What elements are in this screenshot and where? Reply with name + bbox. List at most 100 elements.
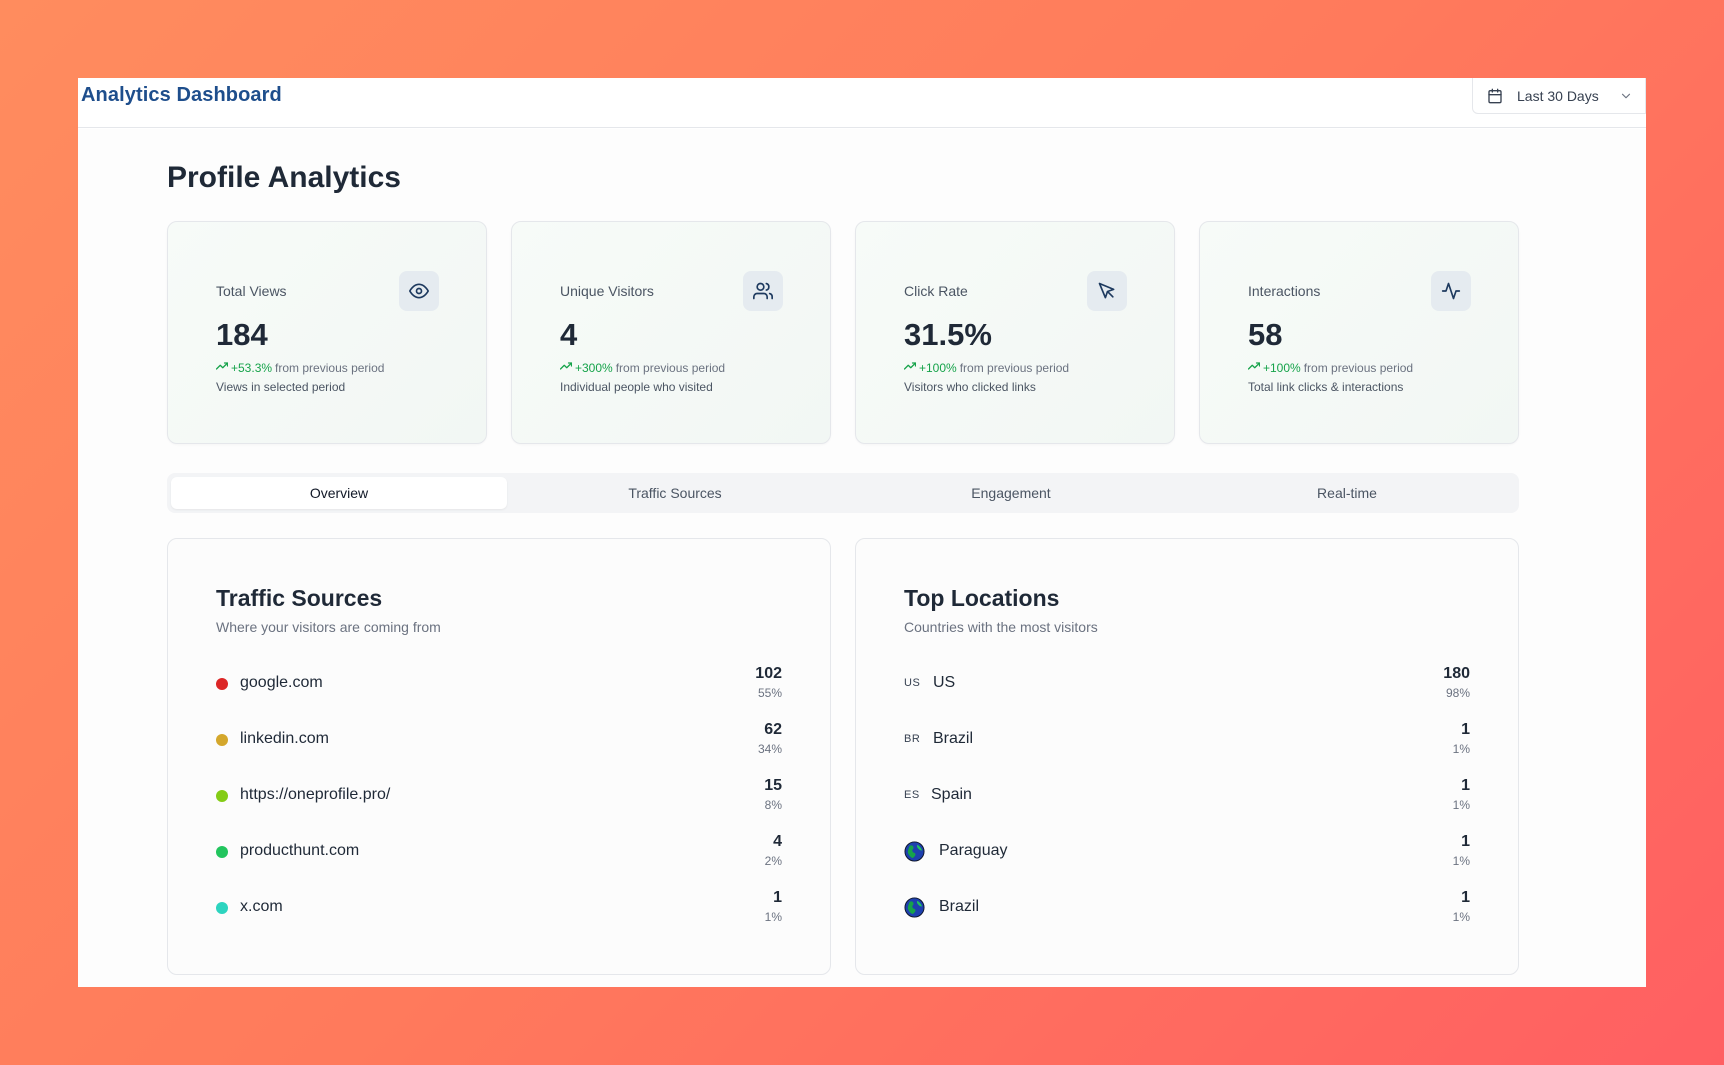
date-range-select[interactable]: Last 30 Days — [1472, 78, 1646, 114]
traffic-sources-panel: Traffic Sources Where your visitors are … — [167, 538, 831, 975]
source-color-dot — [216, 902, 228, 914]
trending-up-icon — [215, 360, 229, 375]
brand-title[interactable]: Analytics Dashboard — [81, 84, 282, 106]
location-row[interactable]: US US 180 98% — [904, 662, 1470, 718]
location-row[interactable]: Paraguay 1 1% — [904, 830, 1470, 886]
app-window: Analytics Dashboard Last 30 Days Profile… — [78, 78, 1646, 987]
traffic-row[interactable]: producthunt.com 4 2% — [216, 830, 782, 886]
location-count: 1 — [1461, 889, 1470, 906]
trending-up-icon — [559, 360, 573, 375]
country-name: Paraguay — [939, 842, 1008, 859]
stat-value: 31.5% — [904, 317, 992, 352]
trending-up-icon — [1247, 360, 1261, 375]
country-code: ES — [904, 789, 920, 801]
stat-change-percent: +300% — [575, 360, 613, 375]
location-count: 1 — [1461, 833, 1470, 850]
country-code: US — [904, 677, 921, 689]
source-count: 4 — [773, 833, 782, 850]
stat-change: +53.3% from previous period — [215, 360, 385, 375]
panel-title: Top Locations — [904, 585, 1060, 611]
location-percent: 98% — [1445, 686, 1470, 700]
stat-change-suffix: from previous period — [959, 360, 1070, 375]
source-percent: 8% — [764, 798, 782, 812]
country-name: US — [933, 674, 956, 691]
location-percent: 1% — [1452, 854, 1470, 868]
stat-card-unique-visitors: Unique Visitors 4 +300% from previous pe… — [511, 221, 831, 444]
stat-title: Interactions — [1248, 283, 1321, 299]
source-percent: 34% — [757, 742, 782, 756]
location-row[interactable]: ES Spain 1 1% — [904, 774, 1470, 830]
source-color-dot — [216, 734, 228, 746]
location-count: 1 — [1461, 777, 1470, 794]
location-row[interactable]: BR Brazil 1 1% — [904, 718, 1470, 774]
stats-row: Total Views 184 +53.3% from previous per… — [167, 221, 1519, 444]
globe-icon — [904, 841, 925, 862]
trending-up-icon — [903, 360, 917, 375]
location-percent: 1% — [1452, 798, 1470, 812]
source-name: google.com — [240, 674, 323, 691]
stat-value: 4 — [560, 317, 578, 352]
stat-description: Total link clicks & interactions — [1248, 380, 1404, 394]
locations-list: US US 180 98% BR Brazil 1 1% ES Spain 1 … — [904, 662, 1470, 942]
location-count: 180 — [1443, 665, 1470, 682]
traffic-row[interactable]: x.com 1 1% — [216, 886, 782, 942]
stat-description: Views in selected period — [216, 380, 346, 394]
tab-traffic-sources[interactable]: Traffic Sources — [628, 485, 722, 501]
stat-value: 58 — [1248, 317, 1283, 352]
source-name: linkedin.com — [240, 730, 329, 747]
page-title: Profile Analytics — [167, 161, 401, 194]
cursor-icon — [1087, 271, 1127, 311]
country-code: BR — [904, 733, 921, 745]
source-count: 1 — [773, 889, 782, 906]
source-color-dot — [216, 846, 228, 858]
traffic-row[interactable]: google.com 102 55% — [216, 662, 782, 718]
users-icon — [743, 271, 783, 311]
traffic-row[interactable]: linkedin.com 62 34% — [216, 718, 782, 774]
stat-change: +300% from previous period — [559, 360, 726, 375]
stat-change: +100% from previous period — [903, 360, 1070, 375]
source-count: 102 — [755, 665, 782, 682]
tab-overview[interactable]: Overview — [171, 477, 507, 509]
eye-icon — [399, 271, 439, 311]
stat-change-percent: +53.3% — [231, 360, 273, 375]
source-count: 62 — [764, 721, 782, 738]
panel-subtitle: Where your visitors are coming from — [216, 619, 441, 635]
location-percent: 1% — [1452, 742, 1470, 756]
source-percent: 2% — [764, 854, 782, 868]
source-name: producthunt.com — [240, 842, 360, 859]
stat-description: Visitors who clicked links — [904, 380, 1036, 394]
calendar-icon — [1487, 88, 1503, 104]
location-row[interactable]: Brazil 1 1% — [904, 886, 1470, 942]
source-percent: 1% — [764, 910, 782, 924]
stat-title: Total Views — [216, 283, 287, 299]
tab-engagement[interactable]: Engagement — [971, 485, 1051, 501]
location-percent: 1% — [1452, 910, 1470, 924]
panel-title: Traffic Sources — [216, 585, 383, 611]
source-percent: 55% — [757, 686, 782, 700]
top-locations-panel: Top Locations Countries with the most vi… — [855, 538, 1519, 975]
traffic-row[interactable]: https://oneprofile.pro/ 15 8% — [216, 774, 782, 830]
activity-icon — [1431, 271, 1471, 311]
stat-change-suffix: from previous period — [275, 360, 385, 375]
source-count: 15 — [764, 777, 782, 794]
stat-change-suffix: from previous period — [615, 360, 726, 375]
source-name: https://oneprofile.pro/ — [240, 786, 391, 803]
stat-card-click-rate: Click Rate 31.5% +100% from previous per… — [855, 221, 1175, 444]
main-content: Profile Analytics Total Views 184 +53.3%… — [78, 129, 1646, 987]
tab-list: Overview Traffic Sources Engagement Real… — [167, 473, 1519, 513]
tab-real-time[interactable]: Real-time — [1317, 485, 1377, 501]
stat-title: Unique Visitors — [560, 283, 654, 299]
traffic-list: google.com 102 55% linkedin.com 62 34% h… — [216, 662, 782, 942]
stat-change: +100% from previous period — [1247, 360, 1414, 375]
date-range-label: Last 30 Days — [1517, 87, 1599, 104]
stat-description: Individual people who visited — [560, 380, 713, 394]
country-name: Brazil — [939, 898, 980, 915]
stat-change-suffix: from previous period — [1303, 360, 1414, 375]
source-color-dot — [216, 678, 228, 690]
source-name: x.com — [240, 898, 283, 915]
top-bar: Analytics Dashboard Last 30 Days — [78, 78, 1646, 128]
stat-card-interactions: Interactions 58 +100% from previous peri… — [1199, 221, 1519, 444]
stat-change-percent: +100% — [1263, 360, 1301, 375]
country-name: Spain — [931, 786, 972, 803]
location-count: 1 — [1461, 721, 1470, 738]
